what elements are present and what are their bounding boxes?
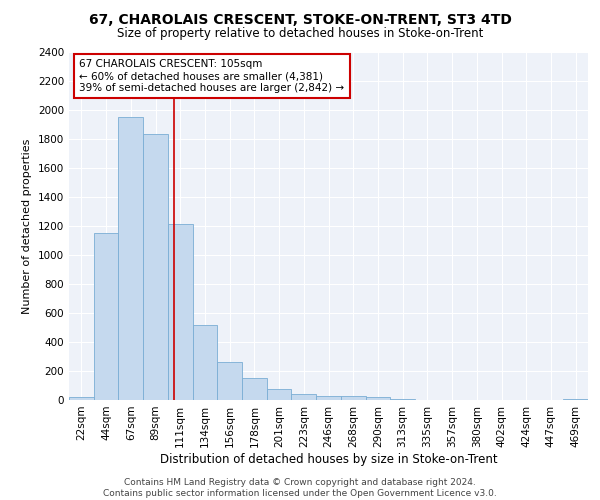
- Bar: [390, 399, 415, 400]
- Bar: [292, 394, 316, 400]
- Bar: [193, 326, 217, 400]
- Bar: [168, 224, 193, 400]
- Text: Contains HM Land Registry data © Crown copyright and database right 2024.
Contai: Contains HM Land Registry data © Crown c…: [103, 478, 497, 498]
- X-axis label: Distribution of detached houses by size in Stoke-on-Trent: Distribution of detached houses by size …: [160, 452, 497, 466]
- Bar: [267, 389, 292, 400]
- Bar: [143, 134, 168, 400]
- Y-axis label: Number of detached properties: Number of detached properties: [22, 138, 32, 314]
- Bar: [563, 399, 588, 400]
- Bar: [341, 396, 365, 400]
- Bar: [69, 397, 94, 400]
- Bar: [118, 117, 143, 400]
- Bar: [365, 398, 390, 400]
- Bar: [242, 378, 267, 400]
- Text: Size of property relative to detached houses in Stoke-on-Trent: Size of property relative to detached ho…: [117, 28, 483, 40]
- Text: 67, CHAROLAIS CRESCENT, STOKE-ON-TRENT, ST3 4TD: 67, CHAROLAIS CRESCENT, STOKE-ON-TRENT, …: [89, 12, 511, 26]
- Bar: [94, 233, 118, 400]
- Text: 67 CHAROLAIS CRESCENT: 105sqm
← 60% of detached houses are smaller (4,381)
39% o: 67 CHAROLAIS CRESCENT: 105sqm ← 60% of d…: [79, 60, 344, 92]
- Bar: [217, 362, 242, 400]
- Bar: [316, 396, 341, 400]
